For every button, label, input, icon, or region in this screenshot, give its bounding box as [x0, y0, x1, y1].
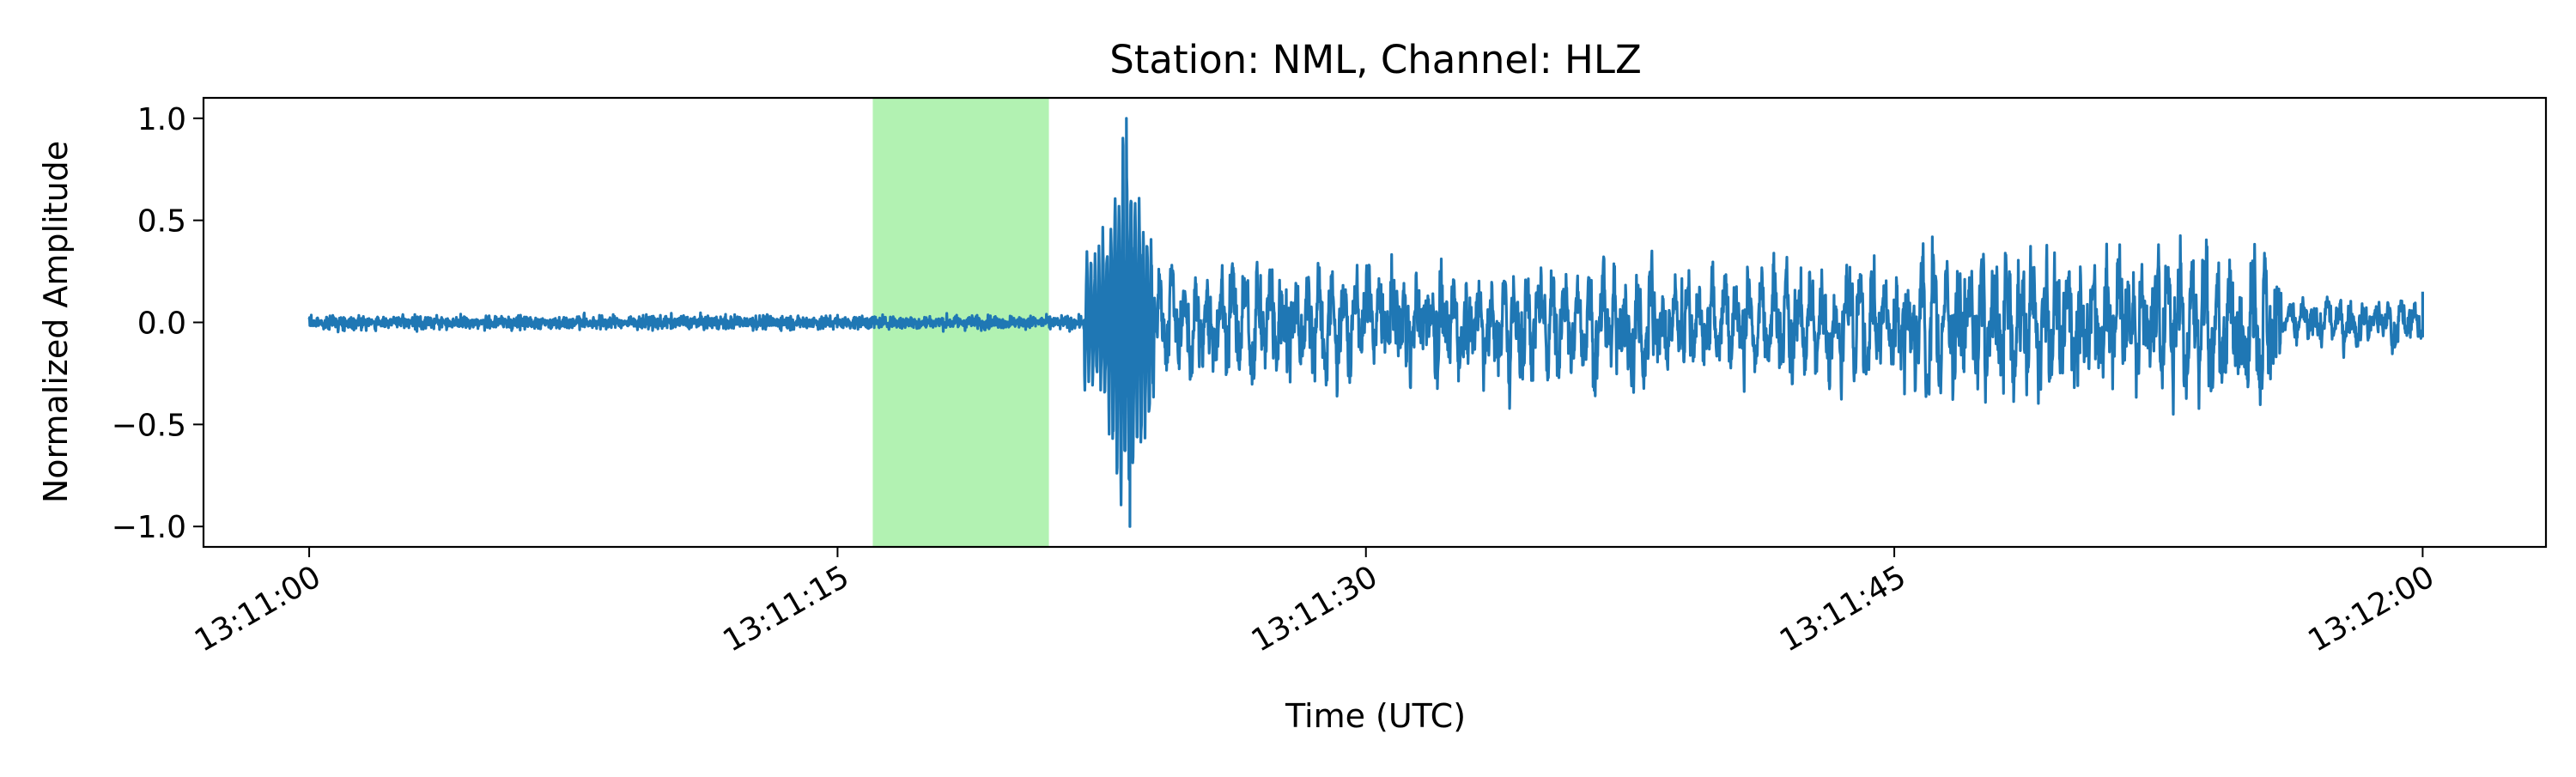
y-tick-label: 1.0 — [137, 102, 186, 137]
x-tick-label: 13:12:00 — [2302, 559, 2440, 659]
axes: 1.0 0.5 0.0 −0.5 −1.013:11:00 13:11:15 13:11:3… — [112, 96, 2548, 659]
y-tick-label: 0.5 — [137, 204, 186, 240]
chart-title: Station: NML, Channel: HLZ — [1109, 37, 1642, 82]
y-tick-label: −1.0 — [112, 510, 186, 545]
waveform-series-line — [307, 117, 2424, 528]
x-tick-label: 13:11:45 — [1774, 559, 1912, 659]
plot-area — [307, 98, 2424, 547]
y-tick-label: 0.0 — [137, 307, 186, 342]
x-tick-label: 13:11:15 — [717, 559, 855, 659]
x-tick-label: 13:11:30 — [1246, 559, 1384, 659]
x-tick-label: 13:11:00 — [189, 559, 327, 659]
x-axis-label: Time (UTC) — [1285, 697, 1466, 735]
y-tick-label: −0.5 — [112, 408, 186, 443]
y-axis-label: Normalized Amplitude — [37, 141, 75, 503]
